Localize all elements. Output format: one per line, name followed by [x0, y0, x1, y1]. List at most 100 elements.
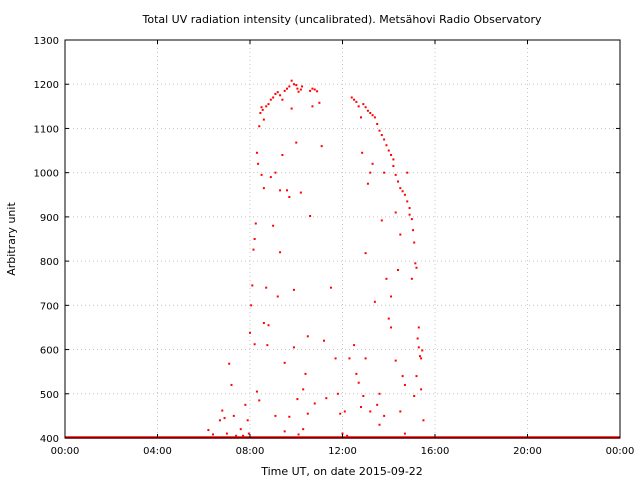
data-point — [223, 417, 226, 420]
data-point — [276, 91, 279, 94]
x-tick-label: 12:00 — [328, 446, 357, 457]
data-point — [235, 434, 238, 437]
data-point — [283, 361, 286, 364]
data-point — [299, 191, 302, 194]
data-point — [309, 215, 312, 218]
data-point — [279, 94, 282, 97]
data-point — [348, 357, 351, 360]
data-point — [383, 414, 386, 417]
data-point — [301, 85, 304, 88]
data-point — [230, 383, 233, 386]
data-point — [247, 432, 250, 435]
data-point — [401, 375, 404, 378]
data-point — [390, 153, 393, 156]
data-point — [262, 187, 265, 190]
data-point — [274, 414, 277, 417]
data-point — [313, 402, 316, 405]
plot-frame — [64, 39, 621, 439]
data-point — [318, 101, 321, 104]
data-point — [258, 399, 261, 402]
data-point — [286, 87, 288, 90]
data-point — [414, 262, 417, 265]
data-point — [408, 207, 411, 210]
data-point — [369, 111, 372, 114]
data-point — [385, 144, 388, 147]
data-point — [410, 218, 413, 221]
data-point — [387, 317, 390, 320]
data-point — [281, 98, 284, 101]
data-point — [366, 109, 369, 112]
y-tick-label: 400 — [40, 434, 59, 445]
data-point — [341, 432, 344, 435]
x-tick-label: 04:00 — [143, 446, 172, 457]
x-tick-label: 08:00 — [236, 446, 265, 457]
data-point — [362, 394, 365, 397]
data-point — [274, 92, 277, 95]
data-point — [272, 224, 275, 227]
data-point — [399, 233, 402, 236]
data-point — [364, 252, 367, 255]
data-point — [376, 403, 379, 406]
data-point — [290, 79, 293, 82]
x-tick-label: 00:00 — [606, 446, 635, 457]
y-tick-label: 500 — [40, 390, 59, 401]
data-point — [415, 375, 418, 378]
data-point — [242, 434, 245, 437]
data-point — [292, 83, 295, 86]
data-point — [272, 96, 275, 99]
data-point — [281, 153, 284, 156]
data-point — [225, 432, 228, 435]
data-point — [323, 339, 325, 342]
data-point — [320, 145, 323, 148]
data-point — [279, 251, 282, 254]
data-point — [306, 335, 309, 338]
data-point — [357, 381, 360, 384]
data-point — [296, 87, 299, 90]
y-tick-label: 1200 — [34, 80, 59, 91]
data-point — [355, 372, 358, 375]
data-point — [292, 288, 295, 291]
x-tick-label: 00:00 — [51, 446, 80, 457]
y-tick-label: 800 — [40, 257, 59, 268]
data-point — [383, 171, 386, 174]
data-point — [371, 162, 374, 165]
data-point — [253, 238, 256, 240]
data-point — [276, 295, 279, 298]
data-point — [267, 324, 270, 327]
data-point — [232, 414, 235, 417]
data-point — [302, 428, 305, 431]
data-point — [339, 412, 342, 415]
data-point — [260, 106, 263, 109]
data-point — [316, 90, 319, 93]
y-tick-label: 1000 — [34, 169, 59, 180]
data-point — [397, 180, 399, 183]
data-point — [336, 392, 339, 395]
data-point — [420, 388, 423, 391]
data-point — [403, 193, 406, 196]
data-point — [422, 419, 425, 422]
data-point — [257, 162, 260, 165]
data-point — [390, 326, 393, 329]
data-point — [283, 430, 286, 433]
data-point — [406, 171, 409, 174]
data-point — [421, 349, 424, 352]
data-point — [343, 410, 346, 413]
data-point — [255, 390, 258, 393]
data-point — [378, 423, 381, 426]
data-point — [361, 151, 364, 154]
data-point — [329, 286, 332, 289]
data-point — [360, 406, 362, 409]
data-point — [286, 189, 288, 192]
data-point — [290, 107, 293, 110]
data-point — [416, 337, 419, 340]
data-point — [250, 304, 253, 307]
data-point — [258, 125, 261, 128]
data-point — [297, 90, 300, 93]
data-point — [262, 322, 265, 325]
data-point — [392, 165, 395, 168]
y-tick-label: 900 — [40, 213, 59, 224]
data-point — [399, 410, 402, 413]
data-point — [302, 388, 305, 391]
data-point — [265, 105, 268, 108]
data-series — [65, 79, 620, 439]
